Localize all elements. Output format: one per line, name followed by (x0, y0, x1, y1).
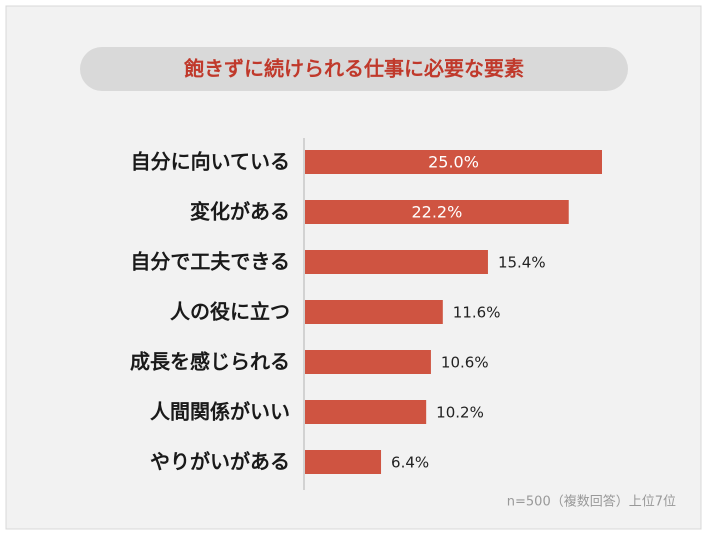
chart-title: 飽きずに続けられる仕事に必要な要素 (184, 57, 524, 81)
category-label: 変化がある (190, 200, 290, 224)
value-label: 11.6% (453, 304, 501, 322)
value-label: 10.6% (441, 354, 489, 372)
value-label: 6.4% (391, 454, 429, 472)
bar (305, 200, 569, 224)
bar (305, 150, 602, 174)
bar (305, 300, 443, 324)
value-label: 10.2% (436, 404, 484, 422)
title-pill (80, 47, 628, 91)
category-label: 人の役に立つ (170, 300, 290, 324)
value-label: 22.2% (411, 203, 462, 222)
bar (305, 250, 488, 274)
value-label: 15.4% (498, 254, 546, 272)
category-label: 成長を感じられる (130, 350, 290, 374)
note: n=500（複数回答）上位7位 (507, 494, 676, 510)
bar (305, 450, 382, 474)
category-label: やりがいがある (150, 450, 290, 474)
bar (305, 350, 431, 374)
bar (305, 400, 427, 424)
category-label: 自分に向いている (131, 150, 290, 174)
category-label: 自分で工夫できる (130, 250, 290, 274)
value-label: 25.0% (428, 153, 479, 172)
category-label: 人間関係がいい (150, 400, 290, 424)
